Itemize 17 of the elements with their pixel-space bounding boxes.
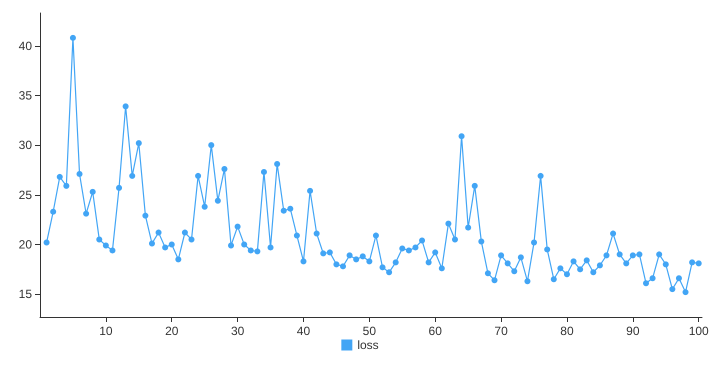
x-tick-label: 30 [230, 324, 245, 338]
x-tick-label: 60 [428, 324, 442, 338]
x-tick-label: 90 [626, 324, 640, 338]
x-tick-label: 50 [362, 324, 376, 338]
legend-label: loss [357, 338, 379, 352]
x-tick-label: 80 [560, 324, 574, 338]
y-tick-label: 35 [18, 88, 32, 102]
y-tick-label: 20 [18, 237, 32, 252]
x-tick-label: 20 [165, 324, 179, 338]
y-tick-label: 40 [18, 38, 32, 53]
x-tick-label: 70 [494, 324, 508, 338]
y-tick-label: 15 [18, 287, 32, 302]
x-tick-label: 100 [688, 324, 710, 338]
x-tick-label: 10 [99, 324, 113, 338]
x-tick-label: 40 [296, 324, 310, 338]
y-tick-label: 25 [18, 188, 32, 202]
y-tick-label: 30 [18, 138, 32, 152]
